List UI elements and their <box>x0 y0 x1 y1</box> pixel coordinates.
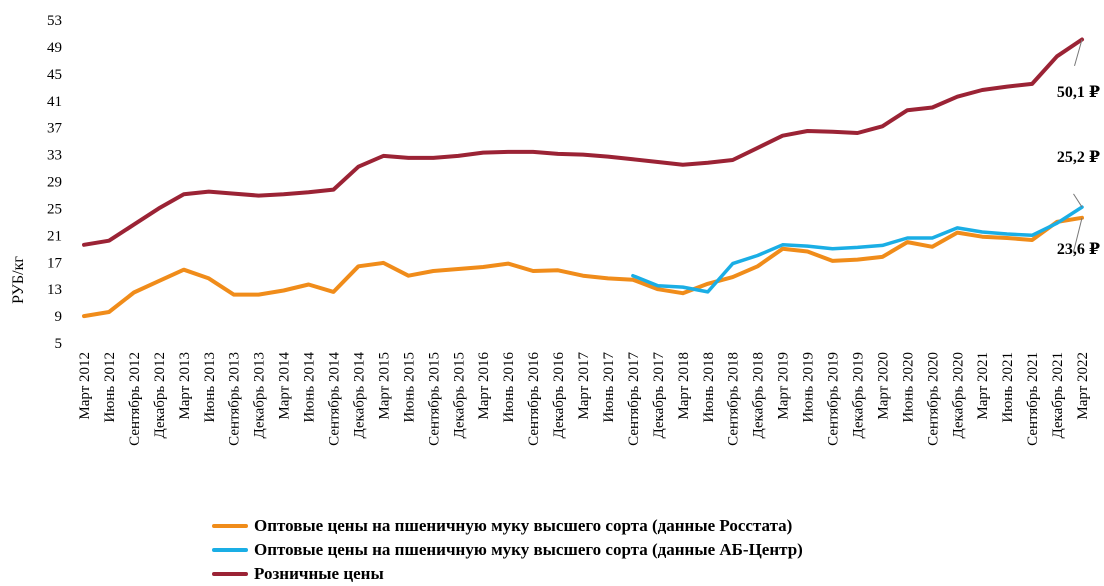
x-tick-label: Март 2016 <box>476 352 492 420</box>
y-tick-label: 17 <box>47 255 63 271</box>
series-line-0 <box>82 215 1084 319</box>
legend-label: Оптовые цены на пшеничную муку высшего с… <box>254 540 803 559</box>
x-tick-label: Июнь 2015 <box>401 352 417 423</box>
x-tick-label: Июнь 2013 <box>202 352 218 423</box>
x-tick-label: Июнь 2017 <box>601 352 617 423</box>
x-tick-label: Сентябрь 2016 <box>526 352 542 446</box>
y-tick-label: 21 <box>47 228 62 244</box>
annotation-leader-line <box>1073 193 1083 208</box>
y-tick-label: 13 <box>47 282 62 298</box>
y-tick-label: 29 <box>47 175 62 191</box>
legend-label: Розничные цены <box>254 564 384 583</box>
series-lines <box>82 37 1084 319</box>
x-tick-label: Сентябрь 2014 <box>327 352 343 446</box>
x-tick-label: Март 2020 <box>875 352 891 420</box>
x-tick-label: Март 2021 <box>975 352 991 420</box>
x-tick-label: Июнь 2016 <box>501 352 517 423</box>
y-axis-label-group: РУБ/кг <box>10 256 27 304</box>
x-tick-label: Декабрь 2019 <box>850 352 866 439</box>
x-tick-label: Декабрь 2016 <box>551 352 567 439</box>
x-tick-label: Декабрь 2021 <box>1050 352 1066 439</box>
series-line-1 <box>631 205 1084 294</box>
y-tick-label: 25 <box>47 201 62 217</box>
legend-item: Оптовые цены на пшеничную муку высшего с… <box>212 538 803 562</box>
series-line-2 <box>82 37 1084 247</box>
x-tick-label: Март 2017 <box>576 352 592 420</box>
x-tick-label: Сентябрь 2018 <box>726 352 742 446</box>
x-tick-label: Март 2018 <box>676 352 692 420</box>
annotation-leader-line <box>1073 217 1083 253</box>
x-tick-label: Март 2012 <box>77 352 93 420</box>
x-tick-label: Сентябрь 2015 <box>426 352 442 446</box>
annotation-label: 23,6 ₽ <box>1057 241 1100 258</box>
x-tick-label: Март 2015 <box>376 352 392 420</box>
legend-swatch <box>212 548 248 552</box>
x-tick-label: Декабрь 2020 <box>950 352 966 439</box>
x-tick-label: Июнь 2020 <box>900 352 916 423</box>
legend: Оптовые цены на пшеничную муку высшего с… <box>212 514 803 586</box>
x-tick-label: Июнь 2014 <box>302 352 318 423</box>
x-tick-label: Декабрь 2012 <box>152 352 168 439</box>
x-tick-label: Март 2013 <box>177 352 193 420</box>
y-tick-label: 9 <box>55 309 63 325</box>
x-tick-label: Март 2019 <box>776 352 792 420</box>
x-tick-label: Сентябрь 2013 <box>227 352 243 446</box>
x-tick-label: Сентябрь 2012 <box>127 352 143 446</box>
y-axis-label: РУБ/кг <box>10 256 27 304</box>
line-chart: РУБ/кг 5 9 13 17 21 25 29 33 37 41 45 49 53 Март 201… <box>10 13 1100 446</box>
y-tick-label: 37 <box>47 121 63 137</box>
annotation-label: 25,2 ₽ <box>1057 149 1100 166</box>
x-tick-label: Декабрь 2014 <box>351 352 367 439</box>
annotations: 50,1 ₽ 25,2 ₽ 23,6 ₽ <box>1057 39 1100 258</box>
x-tick-label: Июнь 2018 <box>701 352 717 423</box>
y-tick-label: 49 <box>47 40 62 56</box>
annotation-label: 50,1 ₽ <box>1057 84 1100 101</box>
x-tick-label: Декабрь 2017 <box>651 352 667 439</box>
x-tick-label: Декабрь 2015 <box>451 352 467 439</box>
x-tick-label: Декабрь 2018 <box>751 352 767 439</box>
x-tick-label: Июнь 2012 <box>102 352 118 423</box>
x-axis-ticks: Март 2012 Июнь 2012 Сентябрь 2012 Декабрь 2… <box>77 352 1091 446</box>
legend-swatch <box>212 572 248 576</box>
y-tick-label: 45 <box>47 67 62 83</box>
annotation-leader-line <box>1074 39 1083 67</box>
y-tick-label: 41 <box>47 94 62 110</box>
x-tick-label: Июнь 2019 <box>801 352 817 423</box>
legend-label: Оптовые цены на пшеничную муку высшего с… <box>254 516 793 535</box>
y-axis-ticks: 5 9 13 17 21 25 29 33 37 41 45 49 53 <box>47 13 63 352</box>
y-tick-label: 33 <box>47 148 62 164</box>
y-tick-label: 5 <box>55 336 63 352</box>
x-tick-label: Декабрь 2013 <box>252 352 268 439</box>
x-tick-label: Сентябрь 2019 <box>826 352 842 446</box>
x-tick-label: Сентябрь 2017 <box>626 352 642 446</box>
x-tick-label: Март 2014 <box>277 352 293 420</box>
x-tick-label: Сентябрь 2021 <box>1025 352 1041 446</box>
legend-item: Оптовые цены на пшеничную муку высшего с… <box>212 514 803 538</box>
x-tick-label: Июнь 2021 <box>1000 352 1016 423</box>
legend-swatch <box>212 524 248 528</box>
y-tick-label: 53 <box>47 13 62 29</box>
x-tick-label: Сентябрь 2020 <box>925 352 941 446</box>
legend-item: Розничные цены <box>212 562 803 586</box>
x-tick-label: Март 2022 <box>1075 352 1091 420</box>
